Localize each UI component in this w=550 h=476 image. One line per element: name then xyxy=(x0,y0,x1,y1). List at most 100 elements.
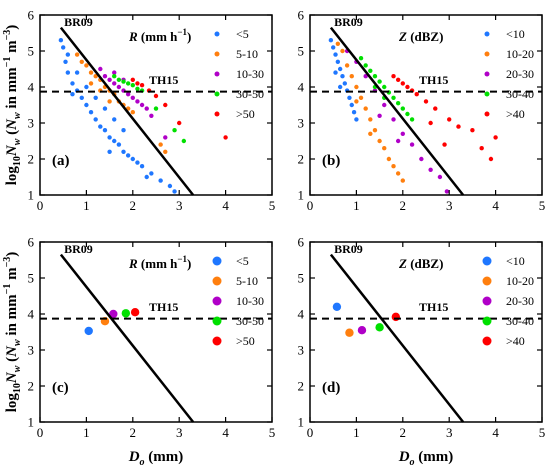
data-point xyxy=(332,302,342,311)
y-tick-label: 1 xyxy=(298,415,305,430)
y-title-sub10: 10 xyxy=(12,156,23,166)
data-point xyxy=(419,156,424,162)
y-title-sup1: −1 xyxy=(2,57,13,68)
legend-marker xyxy=(212,296,222,306)
y-title-sup3: −3 xyxy=(2,30,13,41)
series-3 xyxy=(121,309,131,318)
legend-title-var: R xyxy=(128,256,138,271)
data-point xyxy=(102,74,108,79)
legend-label: <5 xyxy=(236,254,249,268)
data-point xyxy=(153,106,159,111)
y-tick-label: 6 xyxy=(28,235,35,250)
x-tick-label: 1 xyxy=(83,425,90,440)
panel-frame xyxy=(309,14,543,196)
legend-marker xyxy=(482,276,492,286)
series-0 xyxy=(332,302,342,311)
data-point xyxy=(382,102,387,108)
x-tick-label: 0 xyxy=(307,198,314,213)
legend-label: 30-40 xyxy=(506,314,534,328)
y-tick-label: 1 xyxy=(28,415,35,430)
y-title-n: N xyxy=(4,371,20,384)
y-title-sup3: −3 xyxy=(2,257,13,268)
data-point xyxy=(333,70,338,75)
data-point xyxy=(358,56,364,61)
data-point xyxy=(121,309,131,318)
data-point xyxy=(93,95,98,101)
data-point xyxy=(337,84,343,90)
legend-title-sup: −1 xyxy=(177,254,187,264)
y-tick-label: 5 xyxy=(298,44,305,59)
legend-marker xyxy=(212,256,222,266)
y-title-n2: N xyxy=(4,345,20,358)
y-title-unit-a: in mm xyxy=(4,294,20,340)
data-point xyxy=(88,70,94,75)
data-point xyxy=(88,110,94,115)
data-point xyxy=(395,101,401,106)
legend-title-var: R xyxy=(128,29,138,44)
data-point xyxy=(331,45,336,50)
data-point xyxy=(88,81,94,86)
br09-line xyxy=(59,26,195,196)
data-point xyxy=(479,146,484,151)
y-tick-label: 2 xyxy=(28,379,35,394)
legend-title-var: Z xyxy=(398,256,407,271)
legend-marker xyxy=(214,71,220,77)
data-point xyxy=(405,84,410,90)
y-tick-label: 2 xyxy=(298,152,305,167)
data-point xyxy=(358,95,364,101)
y-title-nsub2: w xyxy=(12,339,23,346)
data-point xyxy=(442,142,447,147)
data-point xyxy=(335,59,341,64)
y-title-close: ) xyxy=(4,252,20,257)
data-point xyxy=(84,326,93,336)
data-point xyxy=(340,48,345,54)
data-point xyxy=(135,160,140,165)
data-point xyxy=(130,308,140,317)
y-tick-label: 3 xyxy=(298,116,305,131)
y-title-n2: N xyxy=(4,118,20,131)
y-tick-label: 6 xyxy=(298,8,305,23)
legend-label: >40 xyxy=(506,334,525,348)
data-point xyxy=(130,110,135,115)
data-point xyxy=(342,81,347,86)
x-tick-label: 3 xyxy=(446,198,453,213)
data-point xyxy=(79,95,84,101)
y-tick-label: 1 xyxy=(28,188,35,203)
data-point xyxy=(363,106,368,111)
data-point xyxy=(112,81,117,86)
th15-label: TH15 xyxy=(419,73,448,87)
legend-label: >50 xyxy=(236,334,255,348)
y-title-nsub: w xyxy=(12,138,23,145)
th15-label: TH15 xyxy=(149,73,178,87)
scatter-layer xyxy=(332,302,401,337)
x-axis-title: Do (mm) xyxy=(398,449,454,468)
data-point xyxy=(107,135,112,140)
panel-label: (c) xyxy=(52,380,69,396)
series-1 xyxy=(335,41,405,183)
legend-label: <5 xyxy=(236,27,249,41)
data-point xyxy=(163,149,168,154)
legend-label: 30-50 xyxy=(236,87,264,101)
data-point xyxy=(400,81,405,86)
y-title-paren: ( xyxy=(4,357,20,366)
data-point xyxy=(433,106,438,111)
data-point xyxy=(400,178,405,183)
data-point xyxy=(354,84,359,90)
data-point xyxy=(400,131,405,136)
legend-marker xyxy=(212,316,222,326)
legend-label: 10-20 xyxy=(506,274,534,288)
legend-marker xyxy=(212,336,222,346)
data-point xyxy=(351,110,357,115)
y-tick-label: 6 xyxy=(28,8,35,23)
legend-marker xyxy=(482,316,492,326)
legend-title: Z (dBZ) xyxy=(398,29,443,44)
legend-marker xyxy=(214,51,220,57)
y-title-paren: ( xyxy=(4,130,20,139)
data-point xyxy=(391,74,396,79)
legend-label: <10 xyxy=(506,27,525,41)
data-point xyxy=(74,70,80,75)
y-title-sub10: 10 xyxy=(12,383,23,393)
data-point xyxy=(409,142,415,147)
data-point xyxy=(153,93,159,99)
